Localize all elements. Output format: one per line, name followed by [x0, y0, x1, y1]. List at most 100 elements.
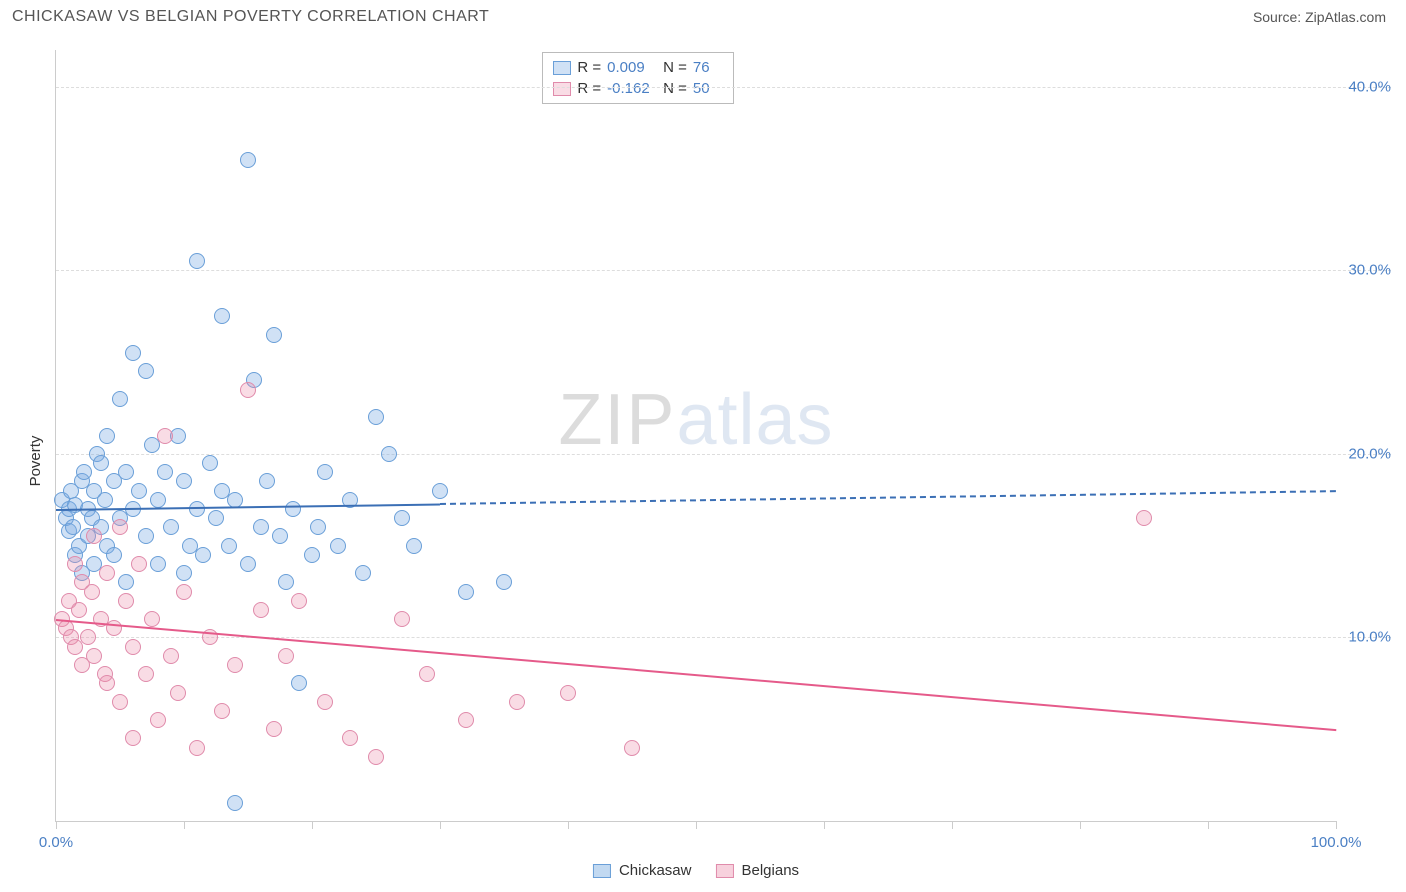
data-point [76, 464, 92, 480]
data-point [176, 473, 192, 489]
legend-item: Belgians [715, 862, 799, 879]
trend-line [440, 491, 1336, 506]
data-point [368, 749, 384, 765]
data-point [99, 428, 115, 444]
data-point [240, 382, 256, 398]
data-point [381, 446, 397, 462]
legend-item: Chickasaw [593, 862, 692, 879]
chart-area: Poverty ZIPatlas R =0.009N =76R =-0.162N… [10, 40, 1396, 882]
watermark: ZIPatlas [558, 379, 833, 461]
data-point [195, 547, 211, 563]
gridline [56, 270, 1391, 271]
x-tick-label: 100.0% [1311, 834, 1362, 851]
x-tick-label: 0.0% [39, 834, 73, 851]
trend-line [56, 503, 440, 511]
data-point [368, 409, 384, 425]
data-point [67, 556, 83, 572]
data-point [125, 639, 141, 655]
data-point [432, 483, 448, 499]
y-tick-label: 30.0% [1348, 262, 1391, 279]
x-tick [440, 821, 441, 829]
legend-label: Chickasaw [619, 862, 692, 879]
data-point [394, 510, 410, 526]
data-point [150, 712, 166, 728]
data-point [65, 519, 81, 535]
data-point [163, 648, 179, 664]
header: CHICKASAW VS BELGIAN POVERTY CORRELATION… [0, 0, 1406, 34]
data-point [419, 666, 435, 682]
data-point [99, 565, 115, 581]
plot-area: ZIPatlas R =0.009N =76R =-0.162N =50 Chi… [55, 50, 1336, 822]
legend-stat-row: R =0.009N =76 [553, 57, 723, 78]
data-point [266, 327, 282, 343]
data-point [291, 675, 307, 691]
data-point [144, 611, 160, 627]
data-point [253, 602, 269, 618]
stats-legend: R =0.009N =76R =-0.162N =50 [542, 52, 734, 104]
data-point [240, 152, 256, 168]
legend-r-label: R = [577, 80, 601, 97]
y-tick-label: 40.0% [1348, 78, 1391, 95]
legend-stat-row: R =-0.162N =50 [553, 78, 723, 99]
source-attribution: Source: ZipAtlas.com [1253, 9, 1386, 25]
data-point [138, 528, 154, 544]
data-point [131, 483, 147, 499]
data-point [394, 611, 410, 627]
data-point [304, 547, 320, 563]
x-tick [1208, 821, 1209, 829]
data-point [189, 740, 205, 756]
data-point [189, 253, 205, 269]
data-point [278, 648, 294, 664]
source-link[interactable]: ZipAtlas.com [1305, 9, 1386, 25]
legend-r-value: -0.162 [607, 80, 657, 97]
data-point [84, 584, 100, 600]
data-point [266, 721, 282, 737]
data-point [125, 730, 141, 746]
legend-r-label: R = [577, 59, 601, 76]
data-point [272, 528, 288, 544]
trend-line [56, 619, 1336, 731]
data-point [202, 455, 218, 471]
data-point [342, 730, 358, 746]
data-point [118, 574, 134, 590]
data-point [310, 519, 326, 535]
data-point [138, 363, 154, 379]
data-point [285, 501, 301, 517]
data-point [624, 740, 640, 756]
chart-container: CHICKASAW VS BELGIAN POVERTY CORRELATION… [0, 0, 1406, 892]
y-tick-label: 10.0% [1348, 629, 1391, 646]
x-tick [952, 821, 953, 829]
y-tick-label: 20.0% [1348, 445, 1391, 462]
data-point [170, 685, 186, 701]
data-point [118, 464, 134, 480]
data-point [97, 492, 113, 508]
data-point [86, 648, 102, 664]
x-tick [1336, 821, 1337, 829]
data-point [317, 694, 333, 710]
legend-label: Belgians [741, 862, 799, 879]
x-tick [184, 821, 185, 829]
data-point [291, 593, 307, 609]
data-point [278, 574, 294, 590]
data-point [496, 574, 512, 590]
legend-n-label: N = [663, 80, 687, 97]
data-point [86, 528, 102, 544]
data-point [106, 547, 122, 563]
data-point [253, 519, 269, 535]
data-point [208, 510, 224, 526]
data-point [99, 675, 115, 691]
legend-swatch [553, 61, 571, 75]
legend-n-label: N = [663, 59, 687, 76]
data-point [458, 712, 474, 728]
legend-n-value: 76 [693, 59, 723, 76]
data-point [317, 464, 333, 480]
legend-swatch [715, 864, 733, 878]
chart-title: CHICKASAW VS BELGIAN POVERTY CORRELATION… [12, 8, 489, 26]
data-point [259, 473, 275, 489]
data-point [355, 565, 371, 581]
data-point [214, 703, 230, 719]
data-point [118, 593, 134, 609]
data-point [458, 584, 474, 600]
data-point [150, 492, 166, 508]
data-point [560, 685, 576, 701]
